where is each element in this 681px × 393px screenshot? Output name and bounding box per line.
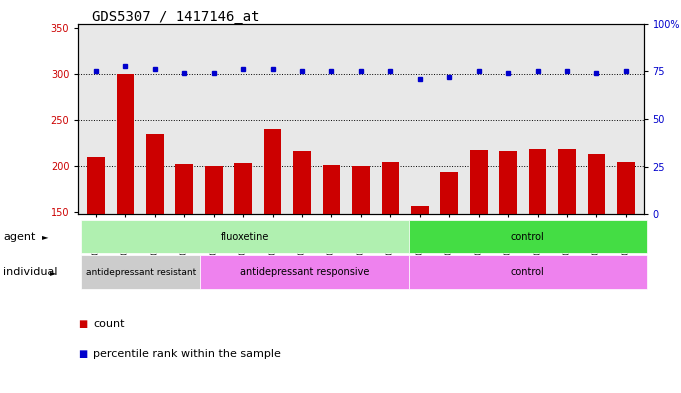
Text: ►: ► <box>50 268 57 277</box>
Bar <box>381 162 399 351</box>
Text: fluoxetine: fluoxetine <box>221 232 269 242</box>
Bar <box>411 206 428 351</box>
Bar <box>87 157 105 351</box>
Text: count: count <box>93 319 125 329</box>
Bar <box>441 172 458 351</box>
Bar <box>617 162 635 351</box>
Text: ■: ■ <box>78 319 88 329</box>
Bar <box>264 129 281 351</box>
Bar <box>499 151 517 351</box>
Bar <box>234 163 252 351</box>
Bar <box>176 163 193 351</box>
Bar <box>528 149 546 351</box>
Text: ■: ■ <box>78 349 88 359</box>
Bar <box>146 134 163 351</box>
Text: percentile rank within the sample: percentile rank within the sample <box>93 349 281 359</box>
Text: agent: agent <box>3 232 36 242</box>
Bar <box>205 166 223 351</box>
Bar <box>116 74 134 351</box>
Bar <box>558 149 576 351</box>
Text: antidepressant responsive: antidepressant responsive <box>240 267 369 277</box>
Text: antidepressant resistant: antidepressant resistant <box>86 268 196 277</box>
Text: control: control <box>511 267 544 277</box>
Text: GDS5307 / 1417146_at: GDS5307 / 1417146_at <box>92 10 259 24</box>
Bar <box>470 150 488 351</box>
Text: ►: ► <box>42 232 49 241</box>
Bar <box>588 154 605 351</box>
Bar <box>294 151 311 351</box>
Bar <box>323 165 340 351</box>
Text: individual: individual <box>3 267 58 277</box>
Text: control: control <box>511 232 544 242</box>
Bar <box>352 166 370 351</box>
